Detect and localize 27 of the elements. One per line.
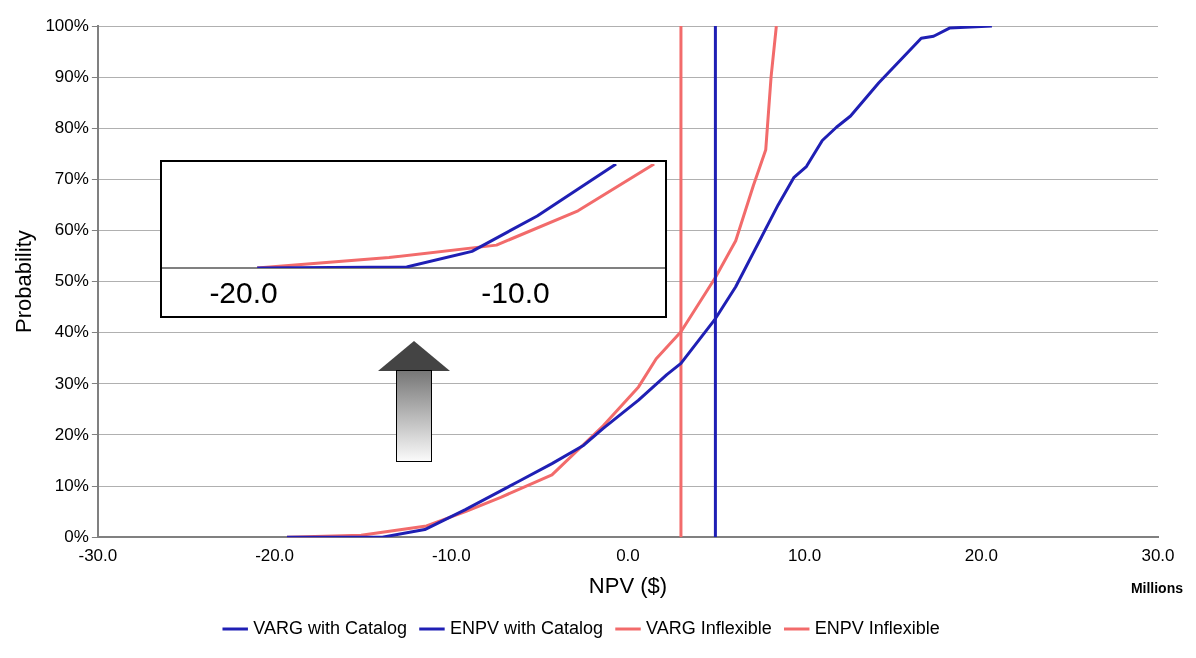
x-tick-label: -10.0 bbox=[431, 546, 471, 566]
x-tick-label: -10.0 bbox=[481, 276, 550, 310]
y-tick-label: 90% bbox=[54, 66, 89, 86]
legend-label: VARG Inflexible bbox=[646, 617, 772, 638]
x-tick-label: 0.0 bbox=[616, 546, 640, 566]
x-tick-label: 10.0 bbox=[788, 546, 822, 566]
y-tick-label: 30% bbox=[54, 373, 89, 393]
y-tick-label: 100% bbox=[45, 15, 89, 35]
y-tick-label: 0% bbox=[64, 526, 89, 546]
y-tick-label: 10% bbox=[54, 475, 89, 495]
text: Millions bbox=[1130, 579, 1184, 596]
legend-label: ENPV Inflexible bbox=[814, 617, 940, 638]
x-tick-label: -20.0 bbox=[209, 276, 278, 310]
x-tick-label: -20.0 bbox=[255, 546, 294, 566]
x-tick-label: 30.0 bbox=[1141, 546, 1175, 566]
y-tick-label: 20% bbox=[54, 424, 89, 444]
y-tick-label: 40% bbox=[54, 322, 89, 342]
x-axis-title: NPV ($) bbox=[588, 572, 668, 598]
y-tick-label: 70% bbox=[54, 169, 89, 189]
legend-label: VARG with Catalog bbox=[253, 617, 407, 638]
y-axis-title: Probability bbox=[11, 230, 37, 333]
legend-label: ENPV with Catalog bbox=[449, 617, 604, 638]
x-tick-label: 20.0 bbox=[964, 546, 998, 566]
y-tick-label: 60% bbox=[54, 220, 89, 240]
x-tick-label: -30.0 bbox=[78, 546, 118, 566]
y-tick-label: 80% bbox=[54, 117, 89, 137]
y-tick-label: 50% bbox=[54, 271, 89, 291]
